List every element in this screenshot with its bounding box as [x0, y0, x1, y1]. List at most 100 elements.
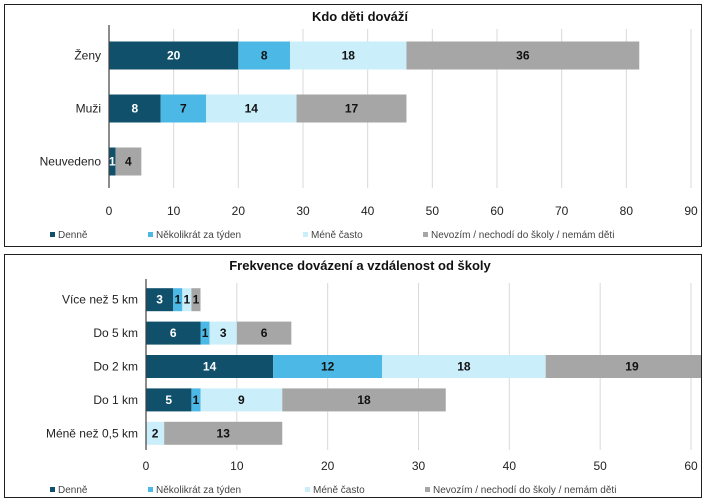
bar-segment — [146, 288, 174, 312]
category-label: Méně než 0,5 km — [46, 426, 138, 440]
data-label: 4 — [125, 155, 132, 169]
data-label: 1 — [109, 155, 116, 169]
data-label: 14 — [203, 360, 217, 374]
category-label: Muži — [76, 102, 101, 116]
x-tick-label: 70 — [555, 204, 569, 218]
data-label: 18 — [457, 360, 471, 374]
bar-segment — [382, 355, 546, 378]
bar-segment — [191, 388, 201, 412]
legend-marker — [305, 487, 310, 492]
data-label: 8 — [261, 49, 268, 63]
data-label: 36 — [516, 49, 530, 63]
data-label: 2 — [152, 426, 159, 440]
bar-segment — [282, 388, 446, 412]
bar-segment — [182, 288, 192, 312]
x-tick-label: 50 — [593, 459, 607, 473]
bar-segment — [273, 355, 383, 378]
bar-segment — [236, 321, 292, 345]
x-tick-label: 40 — [361, 204, 375, 218]
bar-segment — [146, 388, 192, 412]
category-label: Do 1 km — [93, 393, 138, 407]
bar-segment — [109, 147, 116, 176]
category-label: Do 2 km — [93, 360, 138, 374]
bar-segment — [115, 147, 142, 176]
data-label: 3 — [220, 326, 227, 340]
legend-marker — [148, 232, 153, 237]
legend-marker — [50, 487, 55, 492]
data-label: 18 — [342, 49, 356, 63]
data-label: 7 — [180, 102, 187, 116]
bar-segment — [173, 288, 183, 312]
bar-segment — [290, 41, 407, 70]
legend-label: Nevozím / nechodí do školy / nemám děti — [431, 230, 614, 241]
chart-panel-who-brings-children: Kdo děti dováží Ženy 20 8 18 36 Muži 8 7 14 17 Neuv… — [4, 4, 702, 247]
category-label: Ženy — [74, 48, 101, 63]
legend-marker — [303, 232, 308, 237]
legend-label: Méně často — [313, 485, 365, 496]
chart-title: Kdo děti dováží — [312, 9, 408, 24]
x-tick-label: 40 — [503, 459, 517, 473]
bar-segment — [109, 41, 239, 70]
x-tick-label: 60 — [684, 459, 698, 473]
data-label: 18 — [357, 393, 371, 407]
x-tick-label: 90 — [684, 204, 698, 218]
chart-frequency-distance-plot: Frekvence dovázení a vzdálenost od školy… — [46, 258, 701, 496]
legend-label: Několikrát za týden — [156, 230, 241, 241]
x-tick-label: 10 — [230, 459, 244, 473]
legend-label: Několikrát za týden — [156, 485, 241, 496]
bar-segment — [296, 94, 407, 123]
data-label: 12 — [321, 360, 335, 374]
data-label: 20 — [167, 49, 181, 63]
data-label: 1 — [184, 293, 191, 307]
x-tick-label: 10 — [167, 204, 181, 218]
legend-marker — [148, 487, 153, 492]
bar-segment — [109, 94, 161, 123]
data-label: 8 — [132, 102, 139, 116]
bar-segment — [164, 421, 283, 445]
data-label: 6 — [261, 326, 268, 340]
x-tick-label: 60 — [490, 204, 504, 218]
data-label: 5 — [165, 393, 172, 407]
legend-label: Denně — [58, 230, 88, 241]
data-label: 14 — [245, 102, 259, 116]
data-label: 17 — [345, 102, 359, 116]
x-tick-label: 80 — [620, 204, 634, 218]
bar-segment — [160, 94, 206, 123]
data-label: 1 — [193, 293, 200, 307]
category-label: Do 5 km — [93, 326, 138, 340]
data-label: 9 — [238, 393, 245, 407]
x-tick-label: 20 — [321, 459, 335, 473]
data-label: 13 — [217, 426, 231, 440]
x-tick-label: 30 — [296, 204, 310, 218]
legend-marker — [425, 487, 430, 492]
legend-label: Nevozím / nechodí do školy / nemám děti — [433, 485, 616, 496]
data-label: 1 — [202, 326, 209, 340]
category-label: Neuvedeno — [40, 155, 102, 169]
chart-frequency-distance: Frekvence dovázení a vzdálenost od školy… — [4, 254, 702, 498]
x-tick-label: 30 — [412, 459, 426, 473]
chart-who-brings-children: Kdo děti dováží Ženy 20 8 18 36 Muži 8 7 14 17 Neuv… — [40, 9, 698, 241]
legend-marker — [50, 232, 55, 237]
bar-segment — [191, 288, 201, 312]
bar-segment — [545, 355, 701, 378]
x-tick-label: 0 — [143, 459, 150, 473]
bar-segment — [146, 321, 201, 345]
data-label: 1 — [193, 393, 200, 407]
x-tick-label: 0 — [106, 204, 113, 218]
bar-segment — [200, 388, 283, 412]
legend-marker — [423, 232, 428, 237]
category-label: Více než 5 km — [62, 293, 138, 307]
bar-segment — [209, 321, 237, 345]
data-label: 1 — [174, 293, 181, 307]
data-label: 3 — [156, 293, 163, 307]
x-tick-label: 20 — [232, 204, 246, 218]
legend-label: Denně — [58, 485, 88, 496]
bar-segment — [200, 321, 210, 345]
chart-title: Frekvence dovázení a vzdálenost od školy — [229, 258, 491, 273]
x-tick-label: 50 — [426, 204, 440, 218]
data-label: 6 — [170, 326, 177, 340]
bar-segment — [146, 421, 165, 445]
bar-segment — [206, 94, 297, 123]
bar-segment — [406, 41, 640, 70]
data-label: 19 — [625, 360, 639, 374]
